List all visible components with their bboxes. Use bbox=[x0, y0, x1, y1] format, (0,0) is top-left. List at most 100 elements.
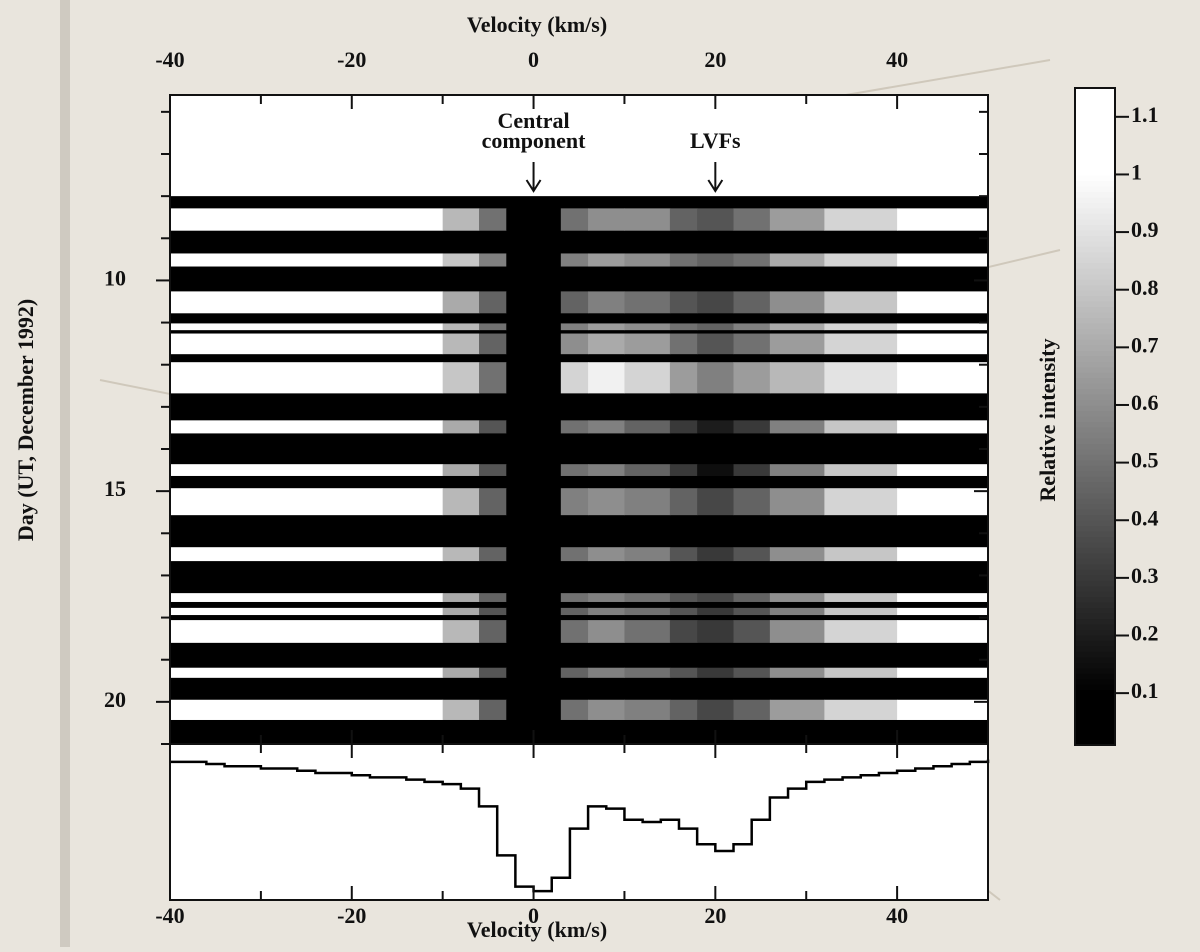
intensity-cell bbox=[697, 667, 735, 678]
colorbar-swatch bbox=[1075, 296, 1115, 303]
colorbar-swatch bbox=[1075, 728, 1115, 735]
intensity-cell bbox=[624, 362, 671, 394]
colorbar-swatch bbox=[1075, 192, 1115, 199]
intensity-cell bbox=[170, 593, 444, 602]
colorbar-swatch bbox=[1075, 640, 1115, 648]
x-tick-label-top: 0 bbox=[528, 47, 539, 72]
profile-frame bbox=[169, 743, 989, 901]
colorbar-swatch bbox=[1075, 312, 1115, 319]
colorbar-swatch bbox=[1075, 734, 1115, 741]
intensity-cell bbox=[506, 620, 562, 643]
colorbar-swatch bbox=[1075, 170, 1115, 177]
mean-profile bbox=[170, 759, 990, 893]
colorbar-swatch bbox=[1075, 558, 1115, 565]
spectrum-strip bbox=[170, 699, 989, 720]
x-axis-title-top: Velocity (km/s) bbox=[467, 12, 607, 37]
intensity-cell bbox=[824, 699, 898, 720]
colorbar-swatch bbox=[1075, 279, 1115, 286]
intensity-cell bbox=[824, 420, 898, 434]
colorbar-swatch bbox=[1075, 427, 1115, 434]
colorbar-swatch bbox=[1075, 411, 1115, 418]
colorbar-swatch bbox=[1075, 597, 1115, 604]
colorbar-swatch bbox=[1075, 334, 1115, 341]
colorbar-swatch bbox=[1075, 673, 1115, 680]
intensity-cell bbox=[669, 253, 698, 267]
colorbar-swatch bbox=[1075, 148, 1115, 155]
colorbar-swatch bbox=[1075, 153, 1115, 160]
colorbar-swatch bbox=[1075, 471, 1115, 478]
y-tick-label: 10 bbox=[104, 265, 126, 290]
intensity-cell bbox=[733, 699, 771, 720]
intensity-cell bbox=[697, 593, 735, 602]
colorbar-tick-label: 0.5 bbox=[1131, 448, 1159, 473]
intensity-cell bbox=[669, 420, 698, 434]
intensity-cell bbox=[669, 333, 698, 355]
colorbar-swatch bbox=[1075, 498, 1115, 505]
intensity-cell bbox=[733, 488, 771, 516]
intensity-cell bbox=[442, 333, 480, 355]
intensity-cell bbox=[697, 333, 735, 355]
colorbar-swatch bbox=[1075, 208, 1115, 215]
intensity-cell bbox=[624, 667, 671, 678]
colorbar-swatch bbox=[1075, 509, 1115, 516]
colorbar-swatch bbox=[1075, 131, 1115, 138]
colorbar-swatch bbox=[1075, 619, 1115, 626]
x-tick-label-top: -20 bbox=[337, 47, 366, 72]
intensity-cell bbox=[560, 667, 589, 678]
intensity-cell bbox=[588, 208, 625, 231]
intensity-cell bbox=[560, 593, 589, 602]
intensity-cell bbox=[669, 323, 698, 331]
spectrum-strip bbox=[170, 208, 989, 231]
colorbar-swatch bbox=[1075, 120, 1115, 127]
intensity-cell bbox=[479, 333, 507, 355]
intensity-cell bbox=[697, 253, 735, 267]
intensity-cell bbox=[624, 464, 671, 476]
colorbar-swatch bbox=[1075, 690, 1115, 697]
intensity-cell bbox=[479, 420, 507, 434]
colorbar-swatch bbox=[1075, 202, 1115, 210]
colorbar-tick-label: 0.8 bbox=[1131, 275, 1159, 300]
colorbar-swatch bbox=[1075, 339, 1115, 346]
colorbar-swatch bbox=[1075, 328, 1115, 335]
intensity-cell bbox=[824, 333, 898, 355]
colorbar-swatch bbox=[1075, 460, 1115, 467]
intensity-cell bbox=[560, 699, 589, 720]
intensity-cell bbox=[588, 362, 625, 394]
x-tick-label-bottom: 0 bbox=[528, 903, 539, 928]
intensity-cell bbox=[669, 547, 698, 562]
y-axis-title: Day (UT, December 1992) bbox=[13, 299, 38, 541]
colorbar-swatch bbox=[1075, 345, 1115, 352]
intensity-cell bbox=[733, 323, 771, 331]
intensity-cell bbox=[560, 333, 589, 355]
intensity-cell bbox=[733, 208, 771, 231]
spectrum-strip bbox=[170, 253, 989, 267]
intensity-cell bbox=[897, 291, 989, 314]
intensity-cell bbox=[588, 667, 625, 678]
colorbar-swatch bbox=[1075, 290, 1115, 297]
colorbar-swatch bbox=[1075, 93, 1115, 100]
colorbar-swatch bbox=[1075, 213, 1115, 220]
intensity-cell bbox=[769, 620, 825, 643]
intensity-cell bbox=[588, 547, 625, 562]
colorbar-swatch bbox=[1075, 252, 1115, 259]
spectrum-strip bbox=[170, 488, 989, 516]
intensity-cell bbox=[624, 208, 671, 231]
colorbar-swatch bbox=[1075, 624, 1115, 631]
colorbar-swatch bbox=[1075, 274, 1115, 281]
colorbar-swatch bbox=[1075, 164, 1115, 171]
colorbar-swatch bbox=[1075, 504, 1115, 511]
colorbar-swatch bbox=[1075, 542, 1115, 549]
intensity-cell bbox=[170, 420, 444, 434]
intensity-cell bbox=[588, 620, 625, 643]
intensity-cell bbox=[506, 464, 562, 476]
colorbar-swatch bbox=[1075, 520, 1115, 527]
intensity-cell bbox=[697, 420, 735, 434]
intensity-cell bbox=[669, 488, 698, 516]
colorbar-swatch bbox=[1075, 175, 1115, 182]
intensity-cell bbox=[506, 667, 562, 678]
intensity-cell bbox=[769, 607, 825, 616]
intensity-cell bbox=[897, 547, 989, 562]
intensity-cell bbox=[170, 464, 444, 476]
